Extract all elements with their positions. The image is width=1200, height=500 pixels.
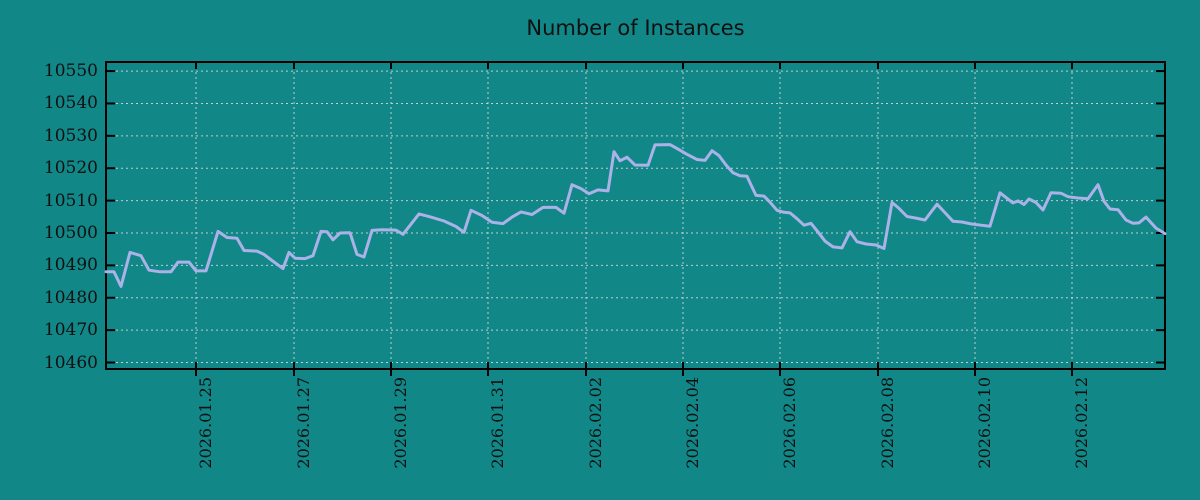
x-axis-tick-label: 2026.01.25: [196, 377, 215, 469]
x-axis-tick-label: 2026.01.27: [294, 377, 313, 469]
chart-title: Number of Instances: [526, 16, 745, 40]
x-axis-tick-label: 2026.02.12: [1072, 377, 1091, 469]
x-axis-tick-label: 2026.02.10: [975, 377, 994, 469]
x-axis-tick-label: 2026.01.29: [391, 377, 410, 469]
y-axis-tick-label: 10550: [43, 61, 98, 82]
y-axis-tick-label: 10490: [43, 255, 98, 276]
x-axis-tick-label: 2026.02.04: [683, 377, 702, 469]
plot-frame: [105, 61, 1166, 370]
y-axis-tick-label: 10500: [43, 222, 98, 243]
y-axis-tick-label: 10530: [43, 125, 98, 146]
y-axis-tick-label: 10460: [43, 352, 98, 373]
series-line-instances: [104, 143, 1167, 288]
x-axis-tick-label: 2026.02.02: [586, 377, 605, 469]
y-axis-tick-label: 10470: [43, 320, 98, 341]
y-axis-tick-label: 10540: [43, 93, 98, 114]
y-axis-tick-label: 10510: [43, 190, 98, 211]
x-axis-tick-label: 2026.02.06: [780, 377, 799, 469]
x-axis-tick-label: 2026.01.31: [488, 377, 507, 469]
y-axis-tick-label: 10480: [43, 287, 98, 308]
y-axis-tick-label: 10520: [43, 158, 98, 179]
x-axis-tick-label: 2026.02.08: [878, 377, 897, 469]
